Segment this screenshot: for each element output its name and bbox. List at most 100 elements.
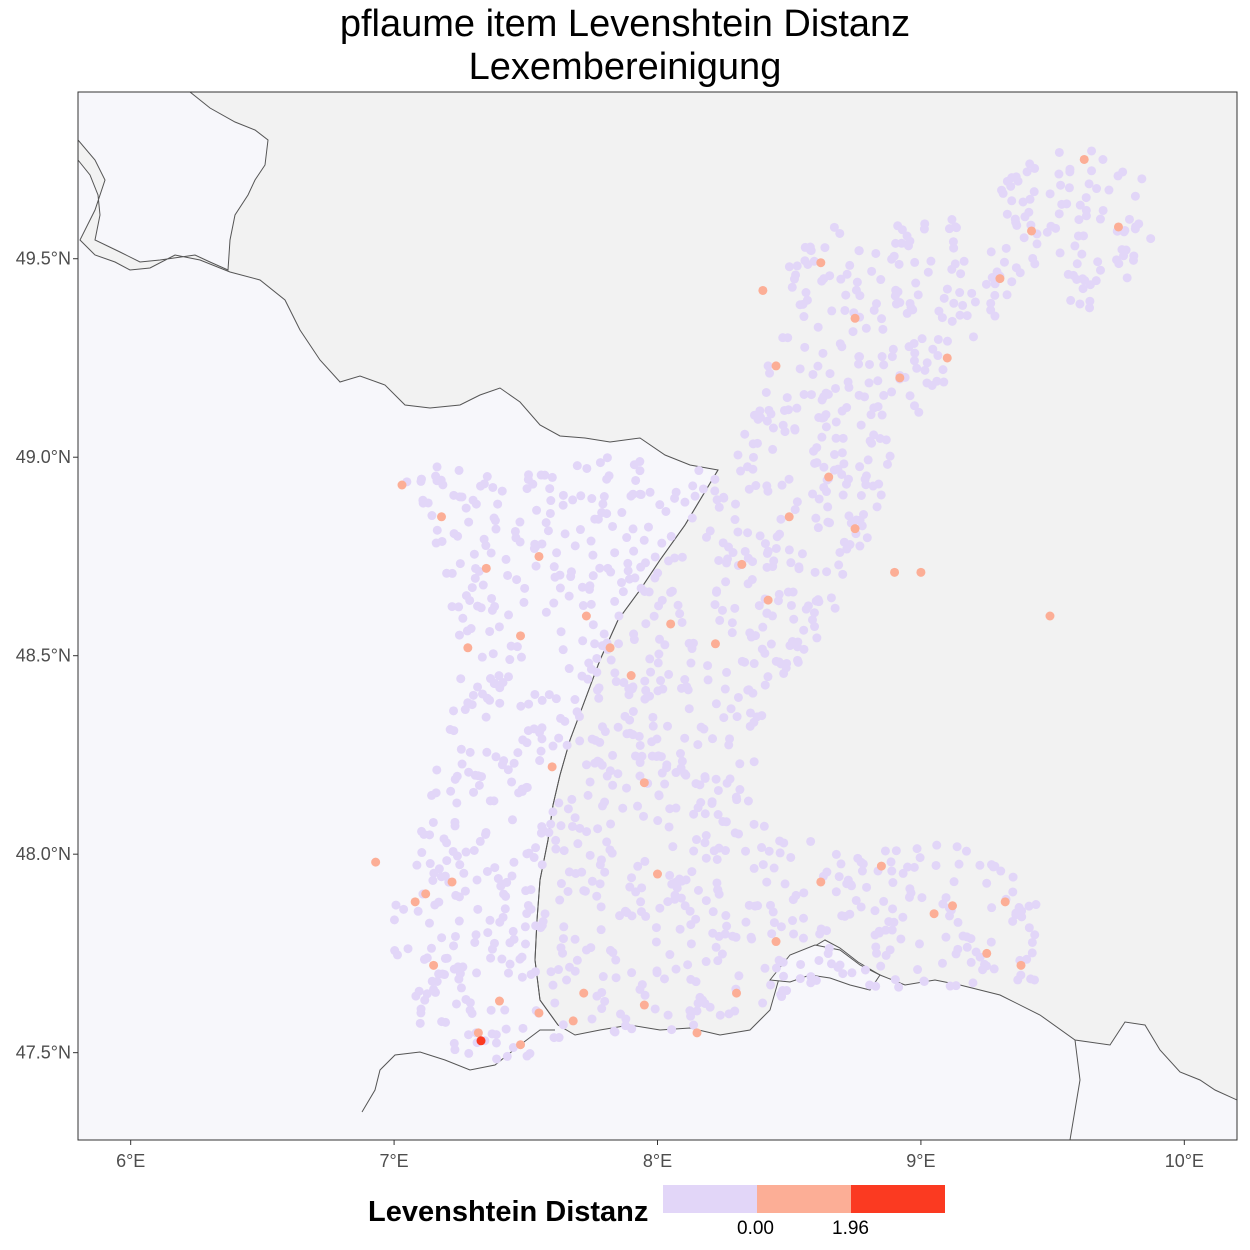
legend-swatch-low: [663, 1185, 757, 1213]
point-low: [477, 689, 487, 699]
y-tick-label: 48.5°N: [16, 646, 71, 666]
point-low: [549, 1033, 559, 1043]
point-low: [491, 1030, 501, 1040]
point-low: [663, 721, 673, 731]
point-low: [790, 424, 800, 434]
point-low: [416, 476, 426, 486]
point-low: [653, 816, 663, 826]
point-low: [651, 937, 661, 947]
point-low: [760, 963, 770, 973]
point-low: [602, 474, 612, 484]
point-low: [871, 981, 881, 991]
point-low: [436, 872, 446, 882]
point-mid: [481, 563, 491, 573]
point-low: [784, 262, 794, 272]
point-low: [719, 713, 729, 723]
point-low: [461, 847, 471, 857]
point-low: [654, 649, 664, 659]
point-low: [516, 652, 526, 662]
point-low: [628, 682, 638, 692]
point-low: [655, 634, 665, 644]
point-low: [693, 740, 703, 750]
point-low: [671, 964, 681, 974]
point-low: [491, 524, 501, 534]
point-low: [482, 747, 492, 757]
point-low: [812, 458, 822, 468]
point-low: [645, 654, 655, 664]
point-low: [891, 299, 901, 309]
point-low: [462, 626, 472, 636]
point-low: [928, 344, 938, 354]
point-low: [914, 939, 924, 949]
point-mid: [397, 480, 407, 490]
point-low: [655, 903, 665, 913]
point-low: [587, 734, 597, 744]
point-low: [546, 819, 556, 829]
point-low: [872, 502, 882, 512]
point-low: [719, 492, 729, 502]
point-low: [733, 527, 743, 537]
point-low: [516, 701, 526, 711]
point-low: [766, 639, 776, 649]
point-low: [728, 548, 738, 558]
point-low: [525, 1049, 535, 1059]
point-low: [635, 457, 645, 467]
point-low: [763, 546, 773, 556]
point-low: [668, 842, 678, 852]
point-low: [648, 712, 658, 722]
point-low: [955, 288, 965, 298]
point-low: [844, 511, 854, 521]
point-mid: [816, 877, 826, 887]
point-low: [782, 658, 792, 668]
point-low: [572, 707, 582, 717]
point-low: [587, 1014, 597, 1024]
point-low: [549, 598, 559, 608]
point-low: [454, 630, 464, 640]
point-low: [817, 395, 827, 405]
point-low: [573, 839, 583, 849]
point-low: [1084, 179, 1094, 189]
point-low: [586, 536, 596, 546]
point-low: [582, 827, 592, 837]
point-low: [691, 977, 701, 987]
point-low: [906, 303, 916, 313]
point-low: [779, 971, 789, 981]
point-low: [837, 448, 847, 458]
point-low: [799, 625, 809, 635]
point-low: [717, 949, 727, 959]
point-low: [564, 664, 574, 674]
point-low: [762, 562, 772, 572]
point-low: [686, 920, 696, 930]
point-low: [685, 906, 695, 916]
point-low: [680, 497, 690, 507]
point-low: [449, 726, 459, 736]
point-low: [801, 288, 811, 298]
point-low: [509, 934, 519, 944]
point-low: [905, 884, 915, 894]
point-low: [545, 484, 555, 494]
point-low: [564, 591, 574, 601]
point-low: [897, 238, 907, 248]
point-low: [501, 891, 511, 901]
point-low: [848, 327, 858, 337]
point-low: [575, 525, 585, 535]
point-low: [857, 521, 867, 531]
point-low: [746, 932, 756, 942]
point-low: [813, 361, 823, 371]
point-low: [823, 517, 833, 527]
point-low: [937, 958, 947, 968]
point-low: [890, 975, 900, 985]
point-low: [537, 860, 547, 870]
point-low: [524, 848, 534, 858]
point-low: [582, 463, 592, 473]
point-low: [486, 953, 496, 963]
point-low: [524, 699, 534, 709]
point-low: [1054, 147, 1064, 157]
legend-title: Levenshtein Distanz: [368, 1196, 649, 1228]
point-low: [537, 920, 547, 930]
point-low: [795, 974, 805, 984]
point-mid: [850, 313, 860, 323]
point-low: [597, 801, 607, 811]
point-low: [537, 539, 547, 549]
point-low: [579, 886, 589, 896]
